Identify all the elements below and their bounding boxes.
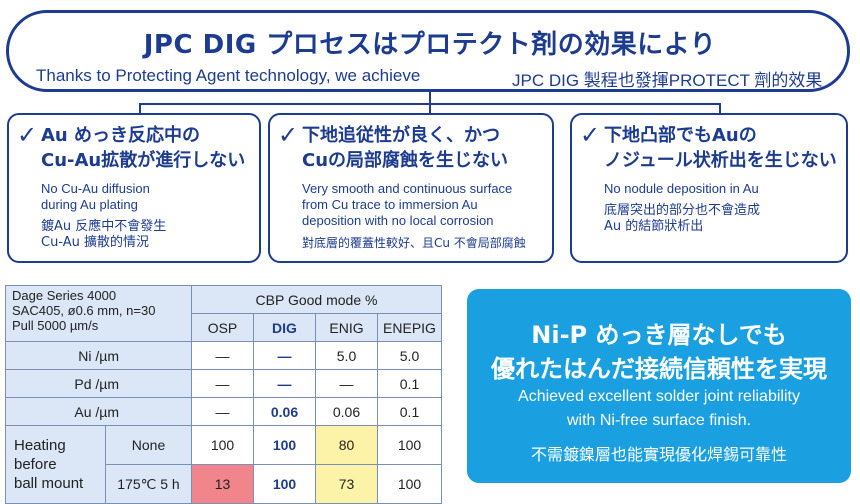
table-cell: 0.1 [377, 369, 442, 398]
table-cell: 5.0 [315, 341, 378, 370]
table-cell: 100 [253, 464, 316, 504]
table-row: Heating before ball mount None 100 100 8… [5, 425, 442, 504]
highlight-text-en: Achieved excellent solder joint reliabil… [518, 388, 800, 405]
highlight-box [467, 289, 851, 483]
card-text-tc: 鍍Au 反應中不會發生 Cu-Au 擴散的情況 [41, 219, 167, 250]
table-row: 175℃ 5 h 13 100 73 100 [6, 464, 442, 504]
table-cell: — [315, 369, 378, 398]
card-text-en: No nodule deposition in Au [604, 181, 759, 196]
header-banner [6, 10, 850, 92]
table-cell: 0.06 [253, 397, 316, 426]
table-cell: 100 [191, 425, 254, 465]
column-header: OSP [191, 313, 254, 342]
highlight-heading: Ni-P めっき層なしでも [531, 321, 787, 349]
highlight-text-tc: 不需鍍鎳層也能實現優化焊錫可靠性 [530, 445, 787, 464]
table-cell: 73 [315, 464, 378, 504]
feature-card-nodule: ✓ 下地凸部でもAuの ノジュール状析出を生じない No nodule depo… [570, 113, 848, 263]
test-conditions: Dage Series 4000 SAC405, ø0.6 mm, n=30 P… [5, 285, 192, 342]
check-icon: ✓ [17, 121, 38, 149]
table-cell: 0.1 [377, 397, 442, 426]
card-text-en: No Cu-Au diffusion during Au plating [41, 181, 150, 212]
feature-card-corrosion: ✓ 下地追従性が良く、かつ Cuの局部腐蝕を生じない Very smooth a… [268, 113, 554, 263]
table-cell: 100 [253, 425, 316, 465]
subtitle-tc: JPC DIG 製程也發揮PROTECT 劑的效果 [512, 71, 823, 90]
card-text-tc: 底層突出的部分也不會造成 Au 的結節狀析出 [604, 203, 761, 234]
card-text-en: Very smooth and continuous surface from … [302, 181, 513, 228]
check-icon: ✓ [278, 121, 299, 149]
table-cell: 100 [377, 425, 442, 465]
condition-label: None [105, 425, 192, 465]
table-row: Ni /µm — — 5.0 5.0 [5, 341, 442, 370]
feature-card-diffusion: ✓ Au めっき反応中の Cu-Au拡散が進行しない No Cu-Au diff… [7, 113, 261, 263]
check-icon: ✓ [580, 121, 601, 149]
table-cell: — [253, 341, 316, 370]
highlight-heading: 優れたはんだ接続信頼性を実現 [491, 355, 827, 383]
subtitle-en: Thanks to Protecting Agent technology, w… [36, 66, 421, 85]
row-label: Ni /µm [5, 341, 192, 370]
card-heading: Au めっき反応中の Cu-Au拡散が進行しない [41, 125, 246, 171]
card-text-tc: 對底層的覆蓋性較好、且Cu 不會局部腐蝕 [302, 236, 526, 250]
table-cell: 0.06 [315, 397, 378, 426]
table-cell: 100 [377, 464, 442, 504]
column-header: ENIG [315, 313, 378, 342]
table-cell: 80 [315, 425, 378, 465]
table-cell: 5.0 [377, 341, 442, 370]
table-row: Au /µm — 0.06 0.06 0.1 [5, 397, 442, 426]
card-heading: 下地追従性が良く、かつ Cuの局部腐蝕を生じない [302, 125, 509, 171]
column-header: ENEPIG [377, 313, 442, 342]
page-title: JPC DIG プロセスはプロテクト剤の効果により [143, 30, 717, 60]
heating-label: Heating before ball mount [5, 425, 106, 504]
group-header: CBP Good mode % [191, 285, 442, 314]
reliability-table: Dage Series 4000 SAC405, ø0.6 mm, n=30 P… [5, 285, 442, 504]
table-cell: — [191, 397, 254, 426]
row-label: Pd /µm [5, 369, 192, 398]
condition-label: 175℃ 5 h [105, 464, 192, 504]
row-label: Au /µm [5, 397, 192, 426]
table-row: Pd /µm — — — 0.1 [5, 369, 442, 398]
card-heading: 下地凸部でもAuの ノジュール状析出を生じない [604, 125, 837, 171]
bracket-connector [139, 90, 721, 114]
table-cell: — [253, 369, 316, 398]
table-cell: — [191, 369, 254, 398]
table-cell: — [191, 341, 254, 370]
column-header: DIG [253, 313, 316, 342]
highlight-text-en: with Ni-free surface finish. [566, 412, 752, 429]
table-cell: 13 [191, 464, 254, 504]
